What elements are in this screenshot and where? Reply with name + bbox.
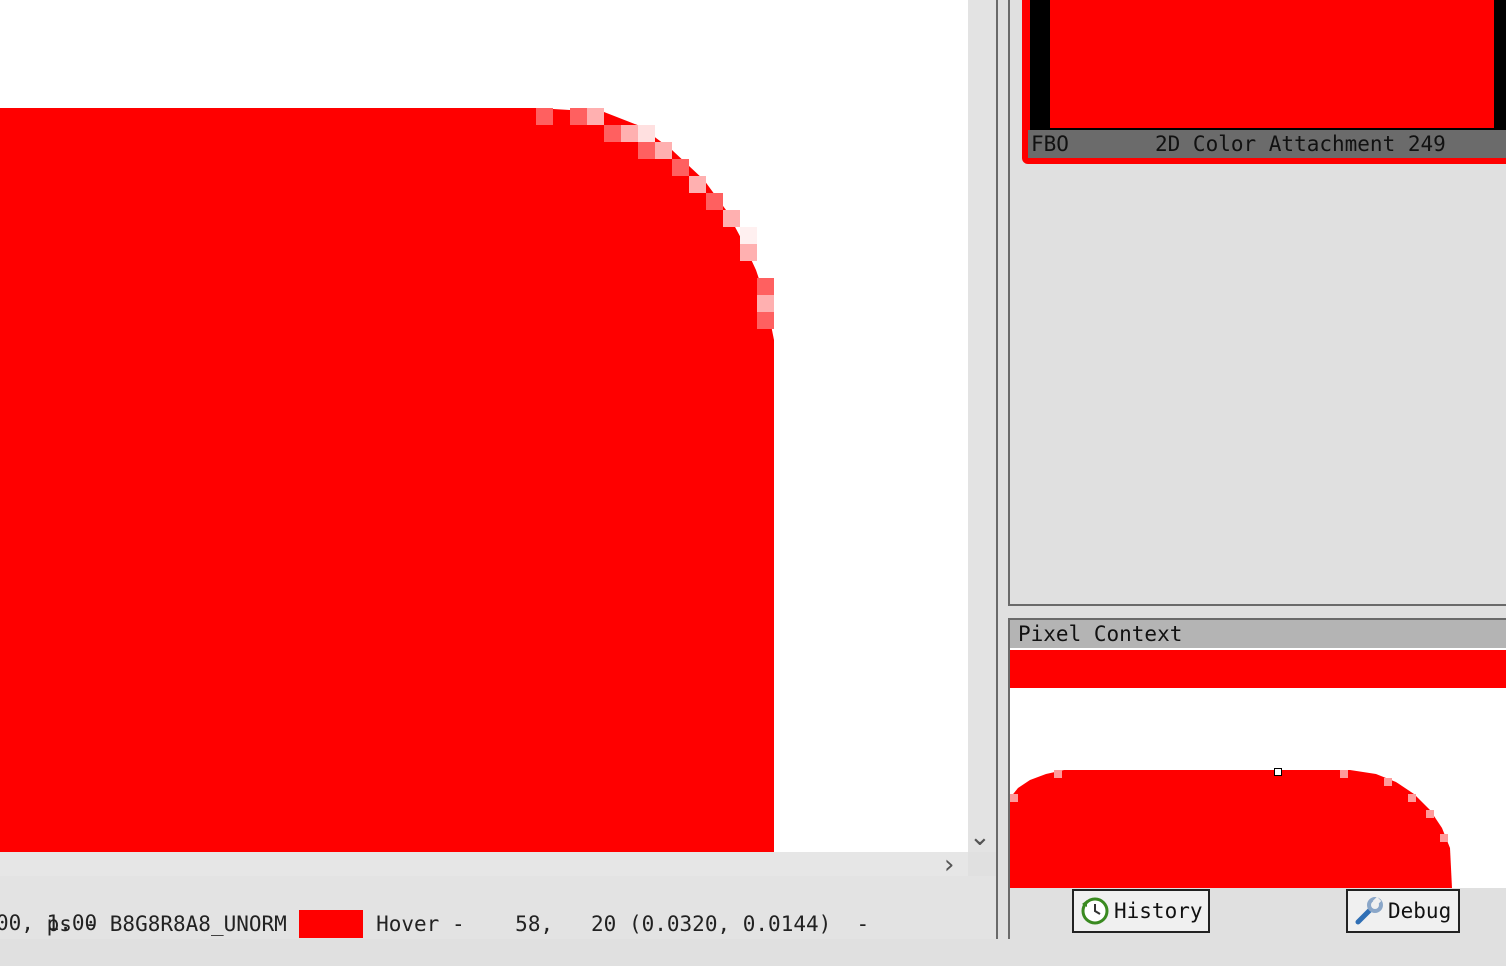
- wrench-icon: [1354, 896, 1384, 926]
- hover-readout-continued: 00, 1.00: [0, 911, 97, 935]
- pixel-context-shape: [1010, 648, 1506, 888]
- debug-button[interactable]: Debug: [1346, 889, 1460, 933]
- debug-label: Debug: [1388, 891, 1451, 931]
- thumbnail-image[interactable]: [1030, 0, 1506, 130]
- history-clock-icon: [1080, 896, 1110, 926]
- chevron-right-icon[interactable]: ›: [944, 852, 954, 878]
- history-label: History: [1114, 891, 1203, 931]
- history-button[interactable]: History: [1072, 889, 1210, 933]
- status-bar: ps - B8G8R8A8_UNORM Hover - 58, 20 (0.03…: [0, 876, 996, 939]
- vertical-scrollbar[interactable]: ⌄: [968, 0, 996, 852]
- chevron-down-icon[interactable]: ⌄: [969, 824, 991, 850]
- rendered-shape: [0, 0, 968, 852]
- pixel-context-view[interactable]: [1010, 648, 1506, 888]
- pixel-cursor-marker: [1274, 768, 1282, 776]
- thumbnail-label: FBO 2D Color Attachment 249: [1028, 130, 1506, 158]
- texture-viewport[interactable]: [0, 0, 968, 852]
- fbo-label: FBO: [1031, 130, 1069, 158]
- attachment-label: 2D Color Attachment 249: [1155, 130, 1446, 158]
- hover-readout: Hover - 58, 20 (0.0320, 0.0144) -: [376, 912, 869, 936]
- pixel-context-title-text: Pixel Context: [1010, 622, 1182, 646]
- color-swatch: [299, 910, 363, 938]
- pixel-context-title: Pixel Context: [1010, 620, 1506, 648]
- panel-divider[interactable]: [996, 0, 998, 939]
